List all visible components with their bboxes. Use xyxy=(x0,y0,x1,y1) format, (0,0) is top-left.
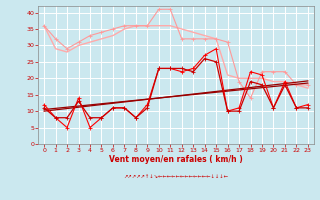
Text: ↗↗↗↗↗↑↓↘←←←←←←←←←←←←↓↓↓←: ↗↗↗↗↗↑↓↘←←←←←←←←←←←←↓↓↓← xyxy=(124,174,228,179)
X-axis label: Vent moyen/en rafales ( km/h ): Vent moyen/en rafales ( km/h ) xyxy=(109,155,243,164)
